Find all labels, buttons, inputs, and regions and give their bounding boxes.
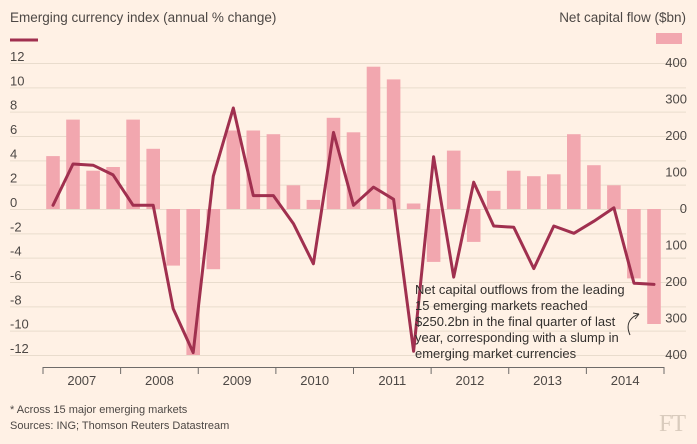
- right-axis-tick: 100: [665, 238, 687, 253]
- bar: [366, 66, 381, 209]
- bar: [587, 165, 601, 209]
- bar: [346, 132, 361, 209]
- right-axis-tick: 200: [665, 128, 687, 143]
- left-axis-tick: 6: [10, 122, 17, 137]
- right-axis-tick: 400: [665, 55, 687, 70]
- right-axis-tick: 0: [680, 201, 687, 216]
- left-axis-tick: 12: [10, 49, 24, 64]
- annotation-arrow: [627, 313, 640, 336]
- line-path: [51, 106, 656, 355]
- bar: [286, 185, 301, 209]
- bar: [166, 209, 180, 266]
- footnote: * Across 15 major emerging markets: [10, 404, 188, 416]
- right-axis-tick: 400: [665, 347, 687, 362]
- annotation-line-1: Net capital outflows from the leading: [415, 282, 625, 297]
- left-axis-tick: -8: [10, 292, 22, 307]
- bar: [486, 190, 501, 210]
- bar: [86, 170, 100, 209]
- right-axis-tick: 300: [665, 92, 687, 107]
- x-axis-tick-label: 2012: [455, 373, 484, 388]
- left-axis-tick: -2: [10, 219, 22, 234]
- right-axis-tick: 200: [665, 274, 687, 289]
- x-axis-tick-label: 2009: [223, 373, 252, 388]
- bar: [186, 209, 200, 355]
- x-axis-tick-label: 2007: [67, 373, 96, 388]
- annotation: Net capital outflows from the leading 15…: [415, 282, 640, 361]
- x-axis-tick-label: 2011: [378, 373, 406, 388]
- bar: [446, 150, 461, 209]
- right-axis-tick: 300: [665, 311, 687, 326]
- left-axis-tick: -4: [10, 244, 22, 259]
- annotation-line-2: 15 emerging markets reached: [415, 298, 588, 313]
- x-axis-tick-label: 2008: [145, 373, 174, 388]
- line-series: [51, 106, 656, 355]
- annotation-arrowhead: [632, 312, 640, 320]
- bar: [506, 170, 521, 209]
- bar: [607, 185, 621, 209]
- bar: [547, 174, 561, 209]
- bar: [647, 209, 661, 324]
- x-axis-tick-label: 2013: [533, 373, 562, 388]
- bar: [146, 148, 160, 209]
- right-axis-title: Net capital flow ($bn): [559, 10, 686, 25]
- axes: 12 10 8 6 4 2 0 -2 -4 -6 -8 -10 -12 400 300 200 100 0 100 2…: [10, 49, 687, 388]
- ft-logo: FT: [658, 411, 686, 437]
- x-axis-tick-label: 2014: [611, 373, 640, 388]
- bar: [226, 130, 241, 209]
- legend-bar-swatch: [656, 33, 682, 44]
- left-axis-tick: 8: [10, 98, 17, 113]
- left-axis-tick: -10: [10, 317, 29, 332]
- left-axis-tick: 2: [10, 171, 17, 186]
- annotation-line-4: year, corresponding with a slump in: [415, 330, 619, 345]
- left-axis-tick: -6: [10, 268, 22, 283]
- right-axis-tick: 100: [665, 165, 687, 180]
- bar: [46, 156, 60, 209]
- sources: Sources: ING; Thomson Reuters Datastream: [10, 420, 230, 432]
- left-axis-tick: 0: [10, 195, 17, 210]
- annotation-line-5: emerging market currencies: [415, 346, 577, 361]
- left-axis-tick: -12: [10, 341, 29, 356]
- bar: [406, 203, 421, 209]
- x-axis-tick-label: 2010: [300, 373, 329, 388]
- left-axis-tick: 4: [10, 146, 17, 161]
- annotation-line-3: $250.2bn in the final quarter of last: [415, 314, 616, 329]
- bar: [466, 209, 481, 242]
- bar: [567, 134, 581, 209]
- bar: [206, 209, 221, 270]
- bar: [306, 199, 321, 209]
- bar: [126, 119, 140, 209]
- left-axis-title: Emerging currency index (annual % change…: [10, 10, 276, 25]
- bar: [426, 209, 441, 262]
- bar: [386, 79, 401, 210]
- bar: [246, 130, 261, 209]
- left-axis-tick: 10: [10, 73, 24, 88]
- bar: [627, 209, 641, 279]
- bar: [527, 176, 541, 209]
- bar: [266, 134, 281, 209]
